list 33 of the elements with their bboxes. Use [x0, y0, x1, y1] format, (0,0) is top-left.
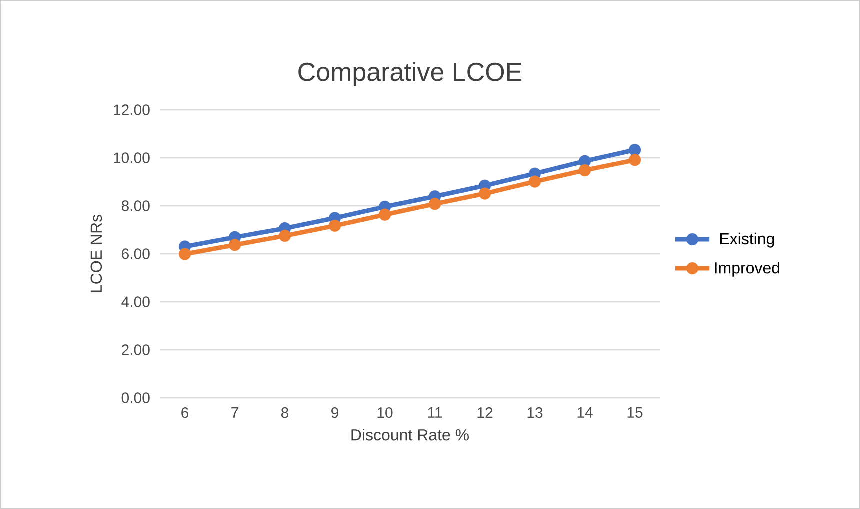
- legend-label: Improved: [715, 262, 780, 277]
- y-tick-label: 10.00: [114, 152, 150, 164]
- x-tick-label: 10: [378, 408, 393, 418]
- point: [428, 198, 442, 210]
- y-axis-title: LCOE NRs: [90, 215, 102, 292]
- x-tick-label: 7: [232, 408, 238, 418]
- y-tick-label: 6.00: [122, 248, 150, 260]
- y-tick-label: 8.00: [122, 200, 150, 212]
- point: [528, 176, 542, 188]
- x-tick-label: 8: [281, 408, 289, 418]
- x-tick-label: 11: [428, 408, 442, 418]
- point: [228, 239, 242, 252]
- point: [178, 248, 192, 260]
- point: [278, 230, 292, 242]
- y-tick-label: 12.00: [114, 104, 150, 116]
- y-tick-label: 4.00: [122, 296, 150, 308]
- x-tick-label: 14: [578, 408, 593, 418]
- point: [378, 208, 392, 221]
- legend-label: Existing: [720, 232, 774, 248]
- point: [478, 188, 492, 200]
- x-tick-label: 9: [332, 408, 338, 418]
- point: [328, 220, 342, 232]
- x-tick-label: 12: [478, 408, 493, 418]
- x-axis-title: Discount Rate %: [352, 429, 469, 441]
- x-tick-label: 13: [528, 408, 543, 418]
- chart-title: Comparative LCOE: [298, 62, 522, 86]
- x-tick-label: 15: [628, 408, 643, 418]
- y-tick-label: 2.00: [122, 344, 150, 356]
- point: [628, 154, 642, 166]
- x-tick-label: 6: [182, 408, 189, 418]
- y-tick-label: 0.00: [122, 392, 150, 404]
- point: [578, 164, 592, 177]
- point: [628, 144, 642, 156]
